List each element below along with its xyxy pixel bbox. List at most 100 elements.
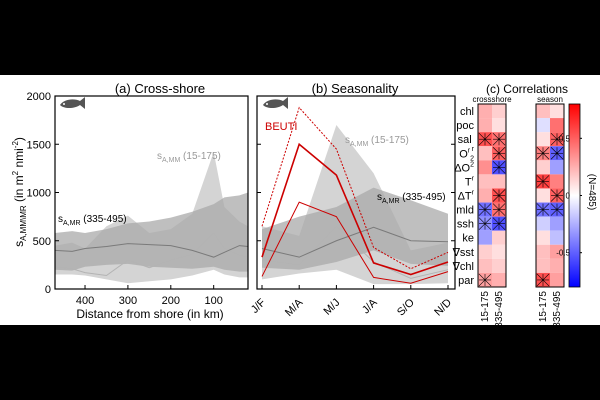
heatmap-cell: [478, 160, 492, 175]
heatmap-cell: [492, 174, 506, 189]
row-label-sup: r: [472, 175, 475, 182]
heatmap-cell: [550, 104, 564, 119]
y-tick-label: 1500: [27, 139, 51, 151]
row-label-main: ΔO: [454, 162, 470, 174]
heatmap-row-label: ssh: [457, 219, 474, 231]
row-label-main: sal: [458, 134, 472, 146]
row-label-main: ssh: [457, 219, 474, 231]
panel-c-correlations: (c) Correlations crossshore season 15-17…: [452, 82, 597, 328]
heatmap-cell: [492, 230, 506, 245]
heatmap-cell: [478, 146, 492, 161]
mr-series-label-range: (335-495): [81, 214, 127, 225]
row-label-sup: r: [468, 147, 471, 154]
heatmap-cell: [536, 258, 550, 273]
y-tick-label: 2000: [27, 91, 51, 103]
colorbar-tick-label: -0.5: [556, 249, 570, 258]
panel-c-title: (c) Correlations: [486, 82, 568, 96]
mr-series-label-main: s: [377, 192, 382, 203]
row-label-sub: r: [472, 146, 475, 153]
row-label-main: ∇sst: [452, 247, 474, 259]
fish-eye: [266, 103, 268, 105]
fish-body: [60, 97, 85, 109]
beuti-label: BEUTI: [265, 121, 297, 133]
fish-body: [263, 97, 288, 109]
ylabel-units-post: ): [12, 137, 26, 141]
row-label-main: mld: [456, 205, 474, 217]
fish-eye: [63, 103, 65, 105]
y-tick-label: 0: [45, 284, 51, 296]
y-tick-label: 1000: [27, 188, 51, 200]
row-label-main: T: [465, 176, 472, 188]
row-label-main: O: [459, 148, 468, 160]
heatmap-cell: [536, 132, 550, 147]
colorbar-tick-label: 0.5: [559, 134, 571, 143]
beuti-median-line: [261, 142, 449, 276]
row-label-main: ke: [462, 233, 474, 245]
heatmap-row-label: mld: [456, 205, 474, 217]
heatmap-column-label: 335-495: [494, 291, 505, 328]
mm-median-line: [54, 232, 249, 277]
heatmap-row-label: chl: [460, 106, 474, 118]
fish-icon: [60, 97, 85, 109]
row-label-main: ΔT: [458, 191, 472, 203]
heatmap-column-label: 15-175: [480, 291, 491, 323]
heatmap-row-label: ΔO2: [454, 161, 474, 174]
heatmap-cell: [536, 160, 550, 175]
x-tick-label: 200: [162, 295, 180, 307]
mm-series-label-sub: A,MM: [350, 141, 368, 148]
heatmap-frame: [477, 103, 507, 288]
ylabel-units-pre: (in m: [12, 175, 26, 205]
colorbar: [568, 103, 581, 288]
heatmap-cell: [492, 272, 506, 287]
y-tick-label: 500: [33, 236, 51, 248]
heatmap-cell: [492, 244, 506, 259]
mr-series-label: sA,MR (335-495): [58, 214, 127, 227]
heatmap-cell: [478, 104, 492, 119]
heatmap-row-label: salr: [458, 134, 475, 153]
heatmap-cell: [478, 174, 492, 189]
heatmap-cell: [550, 244, 564, 259]
heatmap-column-label: 15-175: [538, 291, 549, 323]
heatmap-row-label: Tr: [465, 175, 475, 188]
heatmap-row-label: par: [458, 275, 474, 287]
x-tick-label: 100: [205, 295, 223, 307]
heatmap-cell: [478, 230, 492, 245]
heatmap-column-label: 335-495: [552, 291, 563, 328]
mr-median-line: [261, 226, 449, 258]
ylabel-units-sup: 2: [11, 170, 20, 175]
mm-series-label-range: (15-175): [180, 151, 221, 162]
row-label-sup: 2: [470, 161, 474, 168]
mr-series-label-sub: A,MR: [63, 220, 81, 227]
heatmap-cell: [550, 216, 564, 231]
heatmap-cell: [492, 104, 506, 119]
mm-series-label-main: s: [345, 135, 350, 146]
x-tick-label: 400: [76, 295, 94, 307]
row-label-sup: r: [472, 190, 475, 197]
ylabel-units-sup2: -2: [11, 141, 20, 149]
panel-b-title: (b) Seasonality: [312, 81, 399, 96]
heatmap-cell: [536, 244, 550, 259]
mm-median-line: [261, 225, 449, 279]
heatmap-cell: [478, 258, 492, 273]
ylabel-subscript: A,MM\MR: [19, 205, 28, 241]
mm-series-label: sA,MM (15-175): [157, 151, 221, 164]
row-label-main: ∇chl: [452, 261, 474, 273]
mr-median-line: [54, 243, 249, 258]
panel-c-season-label: season: [537, 95, 563, 104]
heatmap-row-label: ΔTr: [458, 190, 475, 203]
mr-series-label-main: s: [58, 214, 63, 225]
heatmap-cell: [536, 118, 550, 133]
heatmap-cell: [550, 160, 564, 175]
mr-series-label-range: (335-495): [400, 192, 446, 203]
mm-series-label-main: s: [157, 151, 162, 162]
fish-icon: [263, 97, 288, 109]
mm-series-label: sA,MM (15-175): [345, 135, 409, 148]
row-label-sub: 2: [470, 155, 474, 162]
heatmap-cell: [478, 188, 492, 203]
x-tick-label: 300: [119, 295, 137, 307]
heatmap-cell: [550, 118, 564, 133]
mr-series-label-sub: A,MR: [382, 198, 400, 205]
panel-a-xlabel: Distance from shore (in km): [76, 307, 223, 321]
heatmap-cell: [478, 118, 492, 133]
